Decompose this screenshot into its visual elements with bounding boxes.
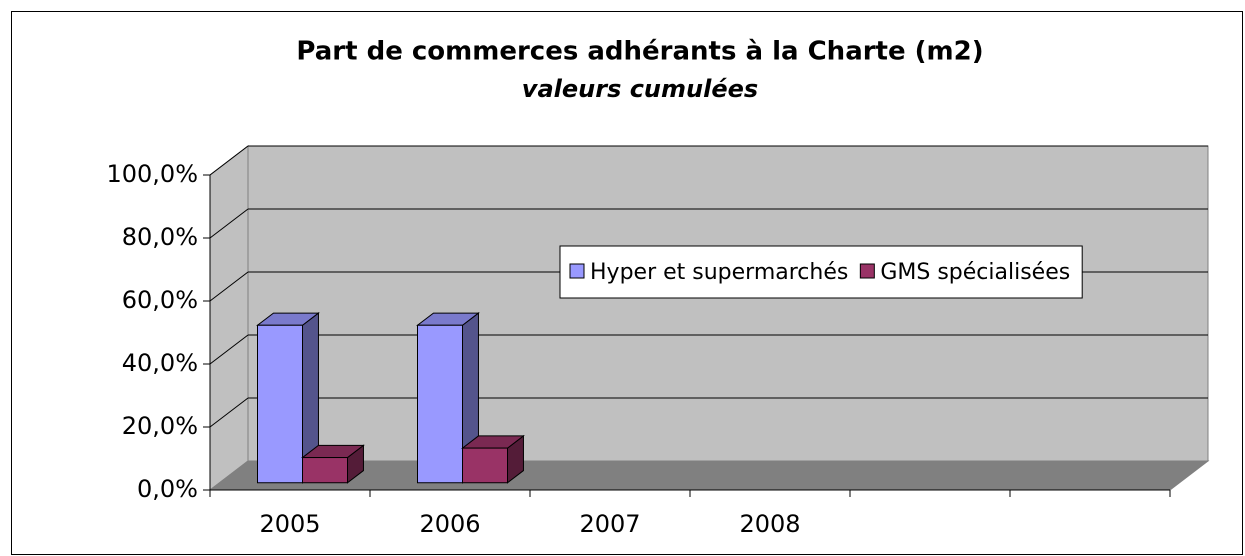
y-tick-label: 100,0% (106, 160, 198, 188)
grid-line (209, 145, 249, 176)
x-tick-label: 2006 (419, 510, 480, 538)
grid-line (209, 271, 249, 302)
y-tick-label: 0,0% (137, 475, 198, 503)
x-tick-label: 2008 (739, 510, 800, 538)
y-tick-label: 20,0% (122, 412, 198, 440)
grid-line (209, 397, 249, 428)
x-tick-label: 2007 (579, 510, 640, 538)
bar (417, 324, 463, 484)
chart-subtitle: valeurs cumulées (522, 75, 758, 103)
y-tick-label: 80,0% (122, 223, 198, 251)
y-tick-label: 40,0% (122, 349, 198, 377)
bar (462, 447, 508, 484)
back-wall (247, 145, 1209, 462)
legend-swatch (569, 263, 585, 279)
grid-line (209, 334, 249, 365)
chart-title: Part de commerces adhérants à la Charte … (296, 37, 983, 67)
legend (559, 245, 1083, 299)
y-tick-label: 60,0% (122, 286, 198, 314)
grid-line (209, 208, 249, 239)
legend-label: Hyper et supermarchés (590, 260, 848, 285)
x-tick-label: 2005 (259, 510, 320, 538)
bar (257, 324, 303, 484)
legend-swatch (859, 263, 875, 279)
left-wall (209, 144, 249, 492)
bar (302, 457, 348, 484)
legend-label: GMS spécialisées (880, 260, 1070, 285)
